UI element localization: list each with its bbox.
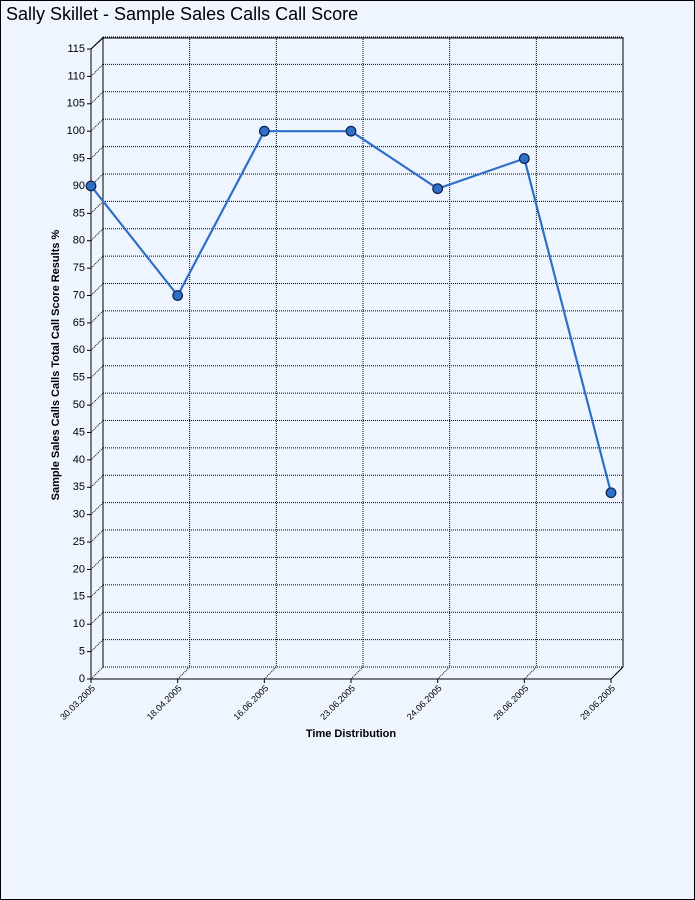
y-tick-label: 10 — [73, 618, 85, 630]
grid-line — [90, 200, 104, 214]
data-point — [605, 487, 617, 499]
grid-line — [90, 611, 104, 625]
grid-line — [90, 529, 104, 543]
grid-line — [90, 91, 104, 105]
grid-line — [90, 337, 104, 351]
grid-line — [90, 639, 104, 652]
y-axis-title: Sample Sales Calls Calls Total Call Scor… — [50, 229, 62, 500]
grid-line-vertical — [263, 666, 277, 680]
grid-line — [90, 557, 104, 570]
grid-line — [90, 502, 104, 516]
y-tick-label: 100 — [67, 125, 85, 137]
y-tick-label: 55 — [73, 372, 85, 384]
y-tick-label: 30 — [73, 509, 85, 521]
y-tick-label: 75 — [73, 262, 85, 274]
grid-line — [90, 447, 104, 461]
y-tick-label: 80 — [73, 235, 85, 247]
grid-line — [90, 365, 104, 379]
grid-line — [90, 228, 104, 242]
data-point — [432, 183, 444, 195]
y-tick-label: 50 — [73, 399, 85, 411]
data-point — [258, 125, 270, 137]
grid-line — [90, 146, 104, 159]
y-tick-label: 20 — [73, 563, 85, 575]
grid-line — [90, 666, 104, 680]
y-tick-label: 95 — [73, 152, 85, 164]
grid-line-vertical — [350, 666, 364, 680]
chart-title: Sally Skillet - Sample Sales Calls Call … — [6, 4, 358, 24]
y-tick-label: 5 — [79, 646, 85, 658]
y-tick-label: 115 — [67, 43, 85, 55]
y-tick-label: 45 — [73, 426, 85, 438]
y-tick-label: 85 — [73, 207, 85, 219]
y-tick-label: 110 — [67, 70, 85, 82]
y-tick-label: 15 — [73, 591, 85, 603]
y-tick-label: 0 — [79, 673, 85, 685]
grid-line — [90, 474, 104, 488]
grid-line — [90, 64, 104, 77]
grid-line — [90, 36, 104, 50]
data-point — [172, 290, 184, 301]
grid-line-vertical — [437, 666, 451, 680]
y-tick-label: 105 — [67, 98, 85, 110]
x-axis-title: Time Distribution — [306, 728, 397, 740]
y-tick-label: 60 — [73, 344, 85, 356]
grid-line-vertical — [610, 666, 624, 680]
grid-line — [90, 420, 104, 433]
y-tick-label: 40 — [73, 454, 85, 466]
y-tick-label: 90 — [73, 180, 85, 192]
data-point — [518, 153, 530, 164]
grid-line — [90, 392, 104, 406]
grid-line — [90, 118, 104, 132]
grid-line-vertical — [177, 666, 191, 680]
data-point — [85, 180, 97, 192]
grid-line — [90, 283, 104, 296]
y-tick-label: 35 — [73, 481, 85, 493]
data-point — [345, 125, 357, 137]
y-tick-label: 25 — [73, 536, 85, 548]
grid-line — [90, 255, 104, 269]
grid-line — [90, 310, 104, 324]
y-tick-label: 65 — [73, 317, 85, 329]
grid-line-vertical — [523, 666, 537, 680]
y-tick-label: 70 — [73, 289, 85, 301]
grid-line — [90, 584, 104, 598]
